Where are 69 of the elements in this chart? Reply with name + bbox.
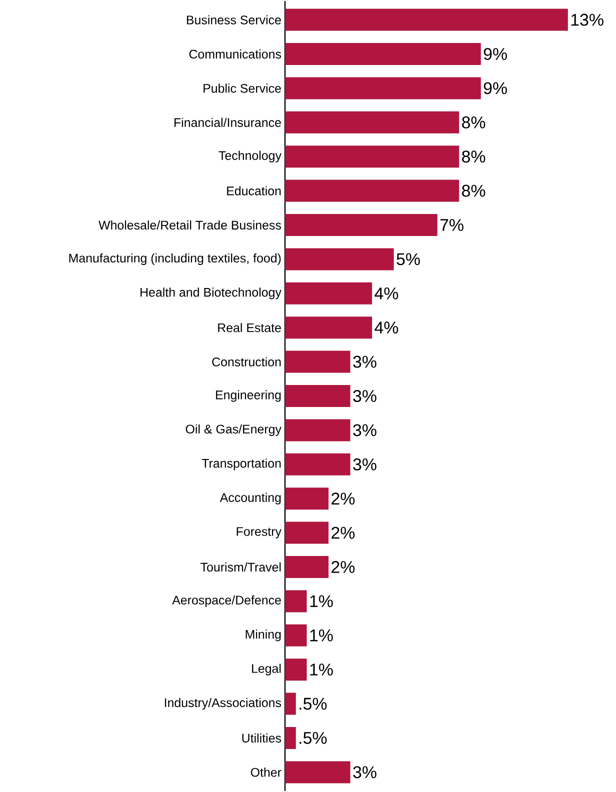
- data-label: 5%: [396, 253, 420, 266]
- bar: [285, 43, 481, 65]
- bar: [285, 453, 350, 476]
- data-label: 13%: [571, 14, 604, 26]
- bar: [285, 419, 350, 442]
- bar: [285, 692, 296, 715]
- y-tick-label: Mining: [246, 630, 281, 642]
- bar: [285, 726, 296, 749]
- data-label: 3%: [353, 356, 376, 368]
- data-label: .5%: [300, 732, 327, 744]
- y-tick-label: Wholesale/Retail Trade Business: [98, 220, 281, 230]
- y-tick-label: Transportation: [202, 458, 281, 470]
- y-tick-label: Real Estate: [218, 323, 281, 332]
- bar: [285, 146, 460, 168]
- data-label: 4%: [374, 287, 398, 300]
- bar: [285, 761, 350, 784]
- data-label: 3%: [353, 390, 376, 402]
- bar: [285, 316, 372, 339]
- y-tick-label: Manufacturing (including textiles, food): [69, 253, 281, 265]
- y-tick-label: Aerospace/Defence: [172, 595, 281, 607]
- y-tick-label: Industry/Associations: [164, 698, 282, 710]
- y-tick-label: Engineering: [216, 390, 281, 402]
- y-tick-label: Financial/Insurance: [174, 118, 281, 127]
- data-label: 3%: [353, 766, 376, 778]
- data-label: 8%: [462, 184, 486, 197]
- y-tick-label: Public Service: [204, 84, 281, 93]
- data-label: 2%: [332, 561, 355, 573]
- bar: [285, 384, 350, 407]
- data-label: 1%: [310, 629, 333, 642]
- data-label: 3%: [353, 424, 376, 436]
- y-tick-label: Technology: [218, 150, 282, 162]
- bar: [285, 658, 307, 681]
- y-tick-label: Other: [250, 768, 282, 777]
- bar: [285, 556, 329, 578]
- y-tick-label: Communications: [189, 49, 282, 59]
- y-tick-label: Business Service: [186, 15, 281, 24]
- y-tick-label: Legal: [252, 664, 281, 676]
- y-tick-label: Tourism/Travel: [200, 562, 281, 572]
- bar: [285, 624, 307, 646]
- data-label: 8%: [462, 116, 486, 128]
- data-label: 8%: [462, 150, 486, 163]
- bar: [285, 214, 438, 236]
- bar: [285, 522, 329, 544]
- bar: [285, 180, 460, 202]
- data-label: 1%: [310, 664, 333, 676]
- data-label: 4%: [374, 322, 398, 334]
- y-tick-label: Accounting: [220, 492, 281, 504]
- bar: [285, 488, 329, 510]
- data-label: 3%: [353, 458, 376, 470]
- bar: [285, 590, 307, 612]
- bar: [285, 111, 460, 134]
- bar: [285, 8, 568, 31]
- y-tick-label: Utilities: [242, 733, 282, 743]
- bar: [285, 350, 350, 373]
- y-tick-label: Education: [227, 186, 281, 196]
- bar: [285, 282, 372, 304]
- bar: [285, 77, 481, 100]
- bar: [285, 248, 394, 270]
- y-tick-label: Construction: [212, 357, 281, 366]
- data-label: 9%: [484, 48, 507, 60]
- y-tick-label: Forestry: [236, 527, 282, 538]
- data-label: 2%: [332, 492, 355, 505]
- data-label: .5%: [300, 698, 327, 710]
- data-label: 7%: [440, 219, 464, 231]
- y-tick-label: Oil & Gas/Energy: [186, 424, 282, 436]
- y-tick-label: Health and Biotechnology: [140, 288, 282, 300]
- data-label: 2%: [332, 526, 355, 539]
- data-label: 1%: [310, 595, 333, 608]
- data-label: 9%: [484, 82, 507, 94]
